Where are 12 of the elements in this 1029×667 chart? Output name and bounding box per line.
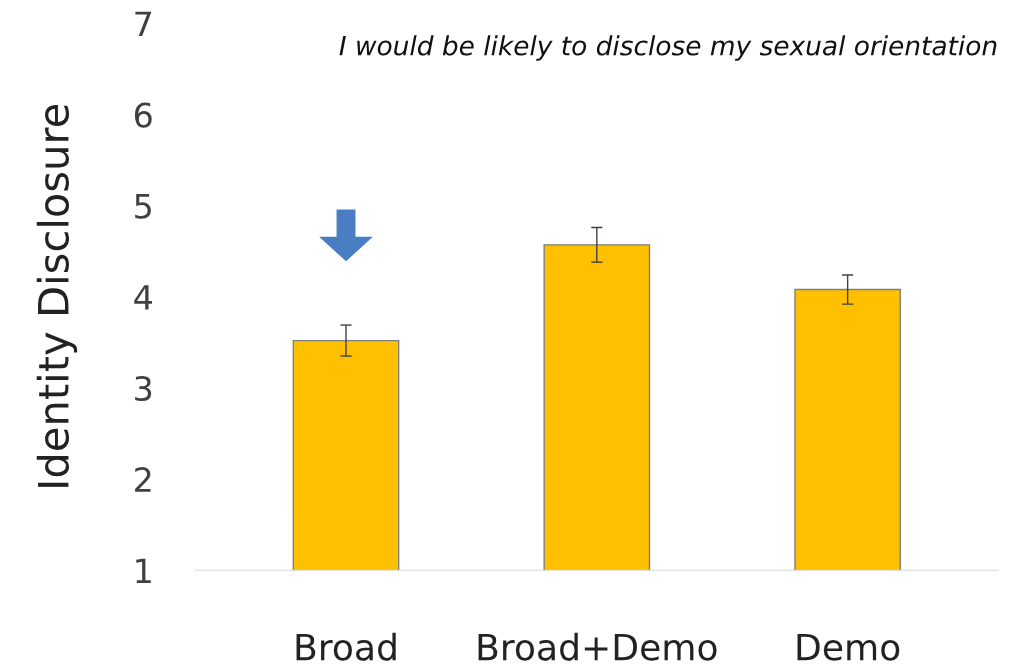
y-tick-label: 2 xyxy=(135,467,151,492)
annotation: I would be likely to disclose my sexual orientation xyxy=(339,35,997,61)
y-tick-label: 1 xyxy=(136,558,151,583)
x-tick-label: Broad xyxy=(296,632,396,661)
y-tick-label: 4 xyxy=(134,285,152,310)
y-tick-label: 3 xyxy=(135,375,152,402)
x-tick-label: Broad+Demo xyxy=(478,632,717,661)
y-tick-label: 7 xyxy=(135,11,151,37)
y-axis-title: Identity Disclosure xyxy=(36,104,78,487)
x-tick-label: Demo xyxy=(797,633,900,661)
y-tick-label: 6 xyxy=(134,102,152,128)
y-tick-label: 5 xyxy=(135,194,151,219)
